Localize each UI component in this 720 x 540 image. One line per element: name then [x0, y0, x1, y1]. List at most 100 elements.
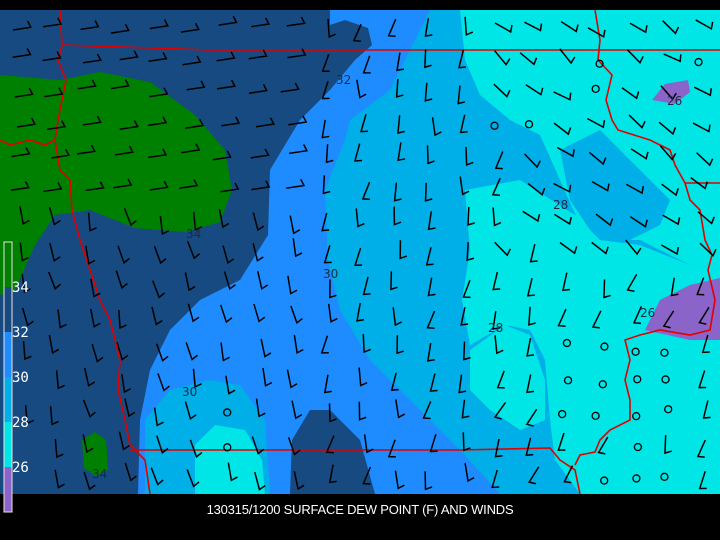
- legend-frame: [3, 241, 13, 513]
- wind-barb: [425, 247, 434, 266]
- wind-barb: [291, 400, 303, 420]
- wind-barb: [394, 470, 405, 490]
- wind-barb: [387, 439, 396, 458]
- state-line-4: [130, 447, 581, 495]
- wind-barb: [110, 79, 130, 90]
- wind-barb: [221, 116, 241, 127]
- wind-barb: [459, 176, 470, 196]
- calm-wind-marker: [660, 348, 669, 357]
- wind-barb: [494, 151, 504, 170]
- wind-barb: [458, 374, 467, 394]
- wind-barb: [54, 469, 65, 489]
- wind-barb: [288, 115, 308, 126]
- contour-label: 30: [182, 385, 197, 399]
- wind-barb: [21, 307, 34, 327]
- wind-barb: [292, 238, 303, 258]
- calm-wind-marker: [490, 121, 499, 130]
- wind-barb: [557, 308, 567, 327]
- wind-barb: [696, 439, 706, 458]
- wind-barb: [397, 114, 405, 134]
- wind-barb: [591, 310, 602, 329]
- wind-barb: [12, 20, 32, 31]
- wind-barb: [358, 367, 368, 387]
- wind-barb: [76, 144, 96, 155]
- wind-barb: [659, 145, 677, 161]
- wind-barb: [83, 367, 95, 387]
- fill-26-28-southwest: [195, 425, 265, 494]
- wind-barb: [151, 306, 163, 326]
- state-line-1: [61, 44, 720, 51]
- wind-barb: [426, 343, 435, 362]
- state-boundaries: [0, 9, 720, 495]
- wind-barb: [185, 118, 205, 129]
- wind-barb: [663, 53, 682, 63]
- wind-barb: [189, 439, 203, 459]
- wind-barb: [216, 51, 236, 62]
- wind-barb: [527, 182, 546, 196]
- calm-wind-marker: [524, 120, 534, 129]
- wind-barb: [458, 50, 467, 69]
- wind-barb: [87, 212, 97, 232]
- wind-barb: [57, 309, 67, 329]
- wind-barb: [124, 462, 137, 482]
- wind-barb: [362, 55, 371, 74]
- legend-swatch-30-32: [4, 332, 12, 377]
- calm-wind-marker: [598, 380, 607, 389]
- wind-barb: [218, 15, 238, 26]
- wind-barb: [362, 466, 372, 485]
- wind-barb: [44, 87, 64, 98]
- wind-barb: [553, 122, 572, 136]
- wind-barb: [466, 242, 475, 262]
- wind-barb: [697, 211, 715, 225]
- wind-barb: [525, 84, 544, 96]
- wind-barb: [431, 117, 442, 137]
- wind-barb: [156, 435, 169, 454]
- wind-barb: [250, 17, 271, 28]
- wind-barb: [424, 471, 433, 491]
- wind-barb: [10, 180, 30, 191]
- wind-barb: [559, 48, 576, 65]
- wind-barb: [395, 399, 406, 419]
- calm-wind-marker: [633, 442, 643, 452]
- wind-barb: [395, 78, 404, 98]
- wind-barb: [699, 242, 717, 257]
- wind-barb: [148, 148, 168, 159]
- wind-barb: [218, 209, 230, 229]
- wind-barb: [396, 335, 404, 355]
- wind-barb: [83, 471, 96, 491]
- wind-barb: [494, 22, 513, 34]
- wind-barb: [90, 278, 101, 298]
- wind-barb: [119, 119, 139, 130]
- wind-barb: [55, 370, 65, 390]
- wind-barb: [248, 49, 268, 60]
- wind-barb: [216, 79, 236, 90]
- wind-barb: [701, 334, 710, 354]
- legend-swatch-26-28: [4, 422, 12, 467]
- wind-barb: [693, 86, 713, 97]
- calm-wind-marker: [223, 408, 232, 417]
- wind-barb: [82, 399, 96, 418]
- wind-barb: [690, 177, 709, 190]
- wind-barb: [492, 311, 501, 330]
- wind-barb: [429, 373, 438, 392]
- wind-barb: [526, 374, 535, 394]
- wind-barb: [526, 278, 535, 297]
- wind-barb: [553, 213, 572, 226]
- wind-barb: [225, 375, 236, 395]
- legend-tick: 32: [12, 325, 29, 341]
- wind-barb: [248, 83, 268, 94]
- state-line-3: [54, 139, 151, 495]
- wind-barb: [662, 310, 675, 329]
- legend-swatch-28-30: [4, 377, 12, 422]
- wind-barb: [121, 374, 131, 394]
- wind-barb: [362, 276, 371, 296]
- legend-tick: 34: [12, 280, 29, 296]
- calm-wind-marker: [661, 375, 670, 384]
- wind-barb: [115, 270, 128, 289]
- wind-barb: [494, 335, 504, 355]
- wind-barb: [427, 277, 436, 297]
- calm-wind-marker: [558, 409, 567, 419]
- wind-barb: [528, 306, 536, 326]
- wind-barb: [321, 81, 330, 100]
